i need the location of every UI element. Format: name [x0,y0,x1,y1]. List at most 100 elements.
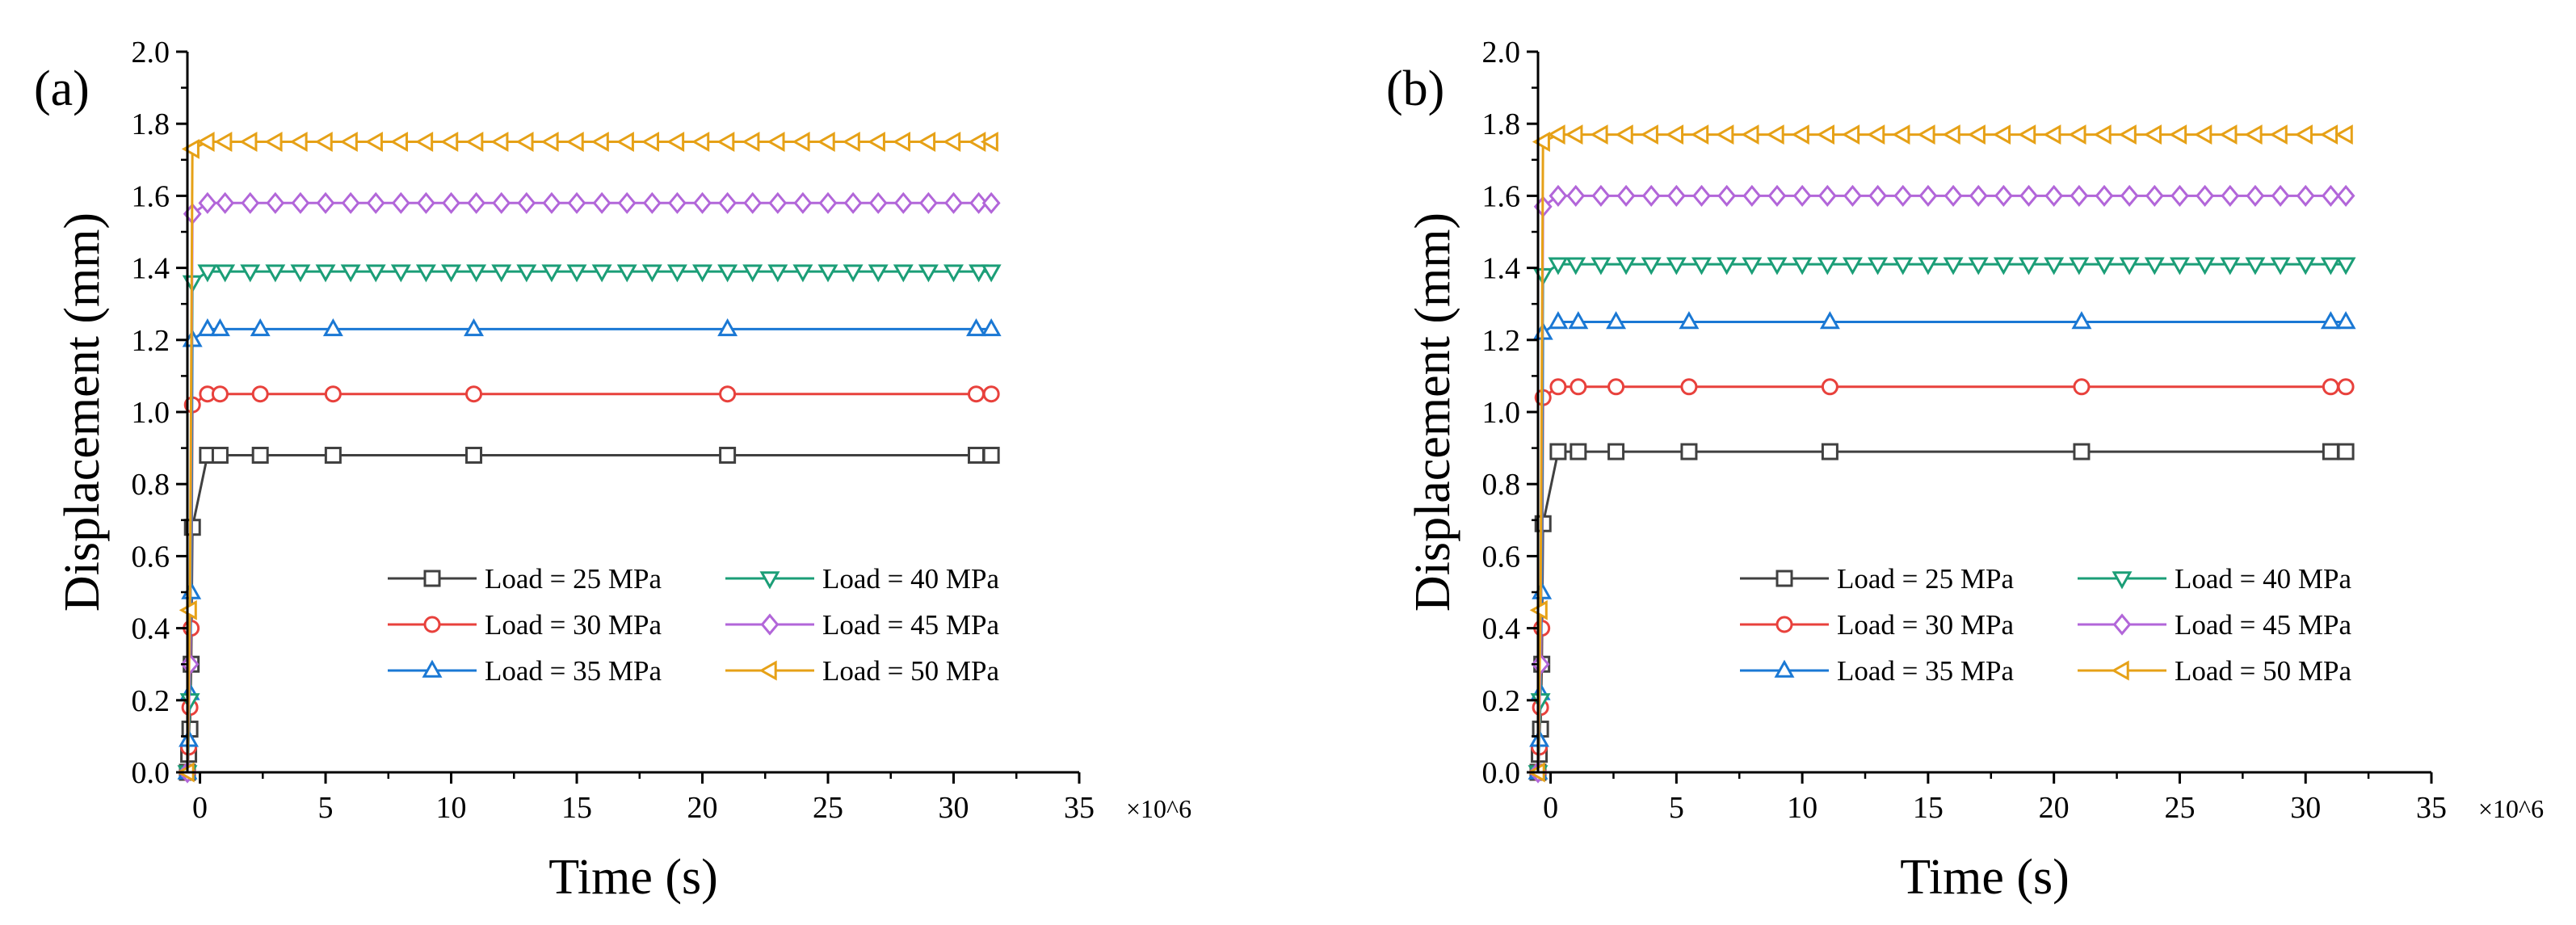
data-point [2337,443,2355,460]
data-point [918,264,939,283]
data-point [390,264,411,283]
y-tick-label: 0.6 [132,540,170,574]
data-point [981,191,1001,214]
x-tick-label: 5 [1669,791,1684,825]
data-point [1640,124,1658,145]
data-point [1792,257,1813,275]
data-point [893,264,914,283]
data-point [981,264,1002,283]
x-multiplier-label: ×10^6 [1126,794,1191,823]
data-point [616,132,634,152]
legend-marker [1775,616,1793,633]
data-point [240,264,261,283]
y-tick-label: 1.6 [1482,179,1521,213]
data-point [2270,257,2291,275]
legend-item-1: Load = 25 MPa [1740,563,2014,595]
data-point [2322,443,2339,460]
panel-label: (a) [34,61,90,116]
data-point [1943,257,1964,275]
data-point [1679,311,1700,330]
data-point [322,318,343,337]
data-point [542,191,561,214]
data-point [617,191,637,214]
series-3 [177,318,1002,780]
data-point [2194,124,2213,145]
data-point [2068,124,2086,145]
x-tick-label: 35 [1064,791,1095,825]
data-point [1641,184,1661,207]
x-tick-label: 0 [192,791,208,825]
legend-label: Load = 40 MPa [2175,563,2351,595]
data-point [1741,124,1759,145]
data-point [591,264,612,283]
data-point [1969,184,1988,207]
data-point [1942,124,1960,145]
data-point [1842,124,1860,145]
panel-a: (a) 0.0 0.2 0.4 0.6 0.8 1.0 1.2 1.4 1.6 1.8 2.0 0 5 10… [34,36,1191,905]
data-point [1817,257,1838,275]
data-point [366,191,385,214]
data-point [1692,184,1711,207]
data-point [490,132,509,152]
data-point [818,191,838,214]
data-point [541,264,562,283]
legend-label: Load = 35 MPa [485,655,662,687]
series-6 [1527,124,2353,783]
data-point [1716,124,1734,145]
x-multiplier-label: ×10^6 [2478,794,2544,823]
data-point [340,264,361,283]
data-point [567,191,586,214]
data-point [718,191,738,214]
data-point [1792,184,1812,207]
data-point [867,132,885,152]
data-point [843,191,863,214]
data-point [216,191,235,214]
data-point [1994,184,2013,207]
data-point [2245,257,2266,275]
legend-marker [423,570,441,587]
legend-item-3: Load = 35 MPa [388,655,662,687]
data-point [1616,184,1636,207]
legend-label: Load = 45 MPa [2175,609,2351,641]
data-point [641,132,660,152]
data-point [2043,124,2061,145]
data-point [2196,184,2215,207]
data-point [324,385,342,403]
data-point [441,264,462,283]
data-point [365,264,386,283]
data-point [251,385,269,403]
y-tick-label: 0.4 [132,612,170,646]
legend-label: Load = 50 MPa [2175,655,2351,687]
data-point [1566,184,1586,207]
series-group [176,132,1002,784]
data-point [1570,378,1587,396]
data-point [719,447,737,465]
legend-label: Load = 50 MPa [822,655,999,687]
x-tick-label: 5 [318,791,334,825]
data-point [1944,184,1963,207]
y-tick-label: 1.0 [132,396,170,430]
data-point [693,191,712,214]
data-point [211,447,229,465]
panel-label: (b) [1386,61,1444,116]
data-point [465,132,484,152]
data-point [1591,184,1611,207]
data-point [517,191,536,214]
y-tick-label: 1.2 [132,324,170,358]
x-tick-label: 35 [2416,791,2447,825]
data-point [1591,257,1612,275]
data-point [719,385,737,403]
data-point [1680,378,1698,396]
data-point [1590,124,1608,145]
data-point [1917,124,1935,145]
data-point [717,264,738,283]
data-point [1968,257,1989,275]
data-point [1616,257,1637,275]
data-point [1742,184,1762,207]
data-point [516,264,537,283]
data-point [391,191,410,214]
data-point [692,264,712,283]
x-tick-label: 25 [813,791,843,825]
data-point [2093,124,2112,145]
data-point [666,132,685,152]
